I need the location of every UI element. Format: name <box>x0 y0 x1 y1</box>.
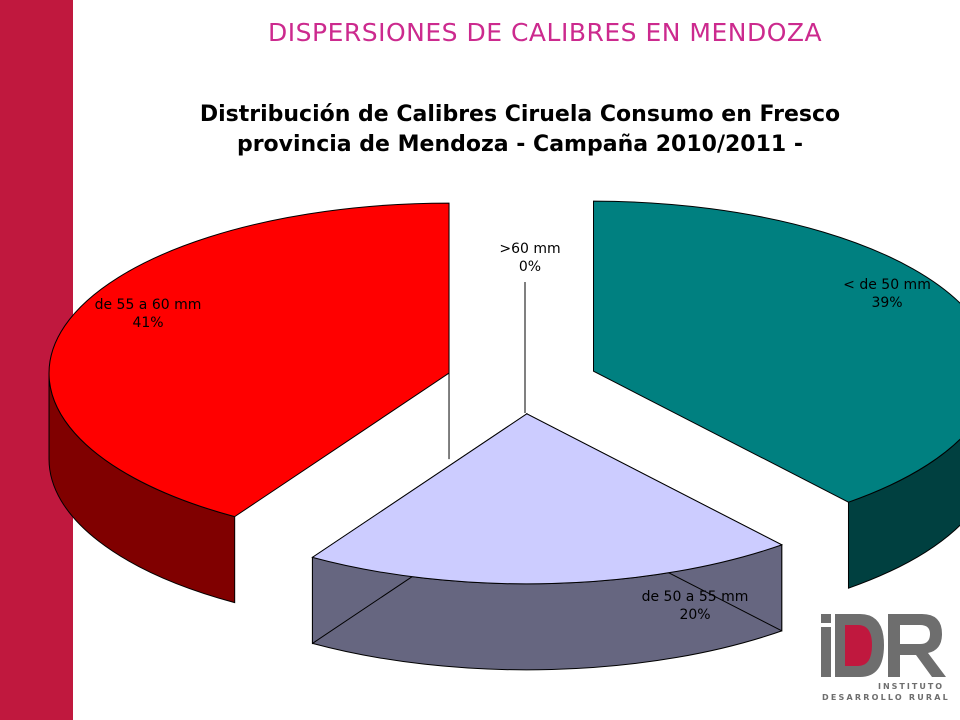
slice-top-lt50 <box>593 200 960 503</box>
slice-top-55-60 <box>48 202 450 518</box>
slice-side-lt50 <box>847 438 960 589</box>
chart-title-line-1: Distribución de Calibres Ciruela Consumo… <box>199 102 841 127</box>
slice-top-50-55 <box>311 413 784 585</box>
chart-title-line-2: provincia de Mendoza - Campaña 2010/2011… <box>236 132 804 157</box>
slice-label-55-60: de 55 a 60 mm 41% <box>73 296 223 332</box>
logo-text-desarrollo-rural: DESARROLLO RURAL <box>822 693 950 702</box>
slice-label-lt50-value: 39% <box>871 295 903 311</box>
slice-label-50-55-name: de 50 a 55 mm <box>641 589 749 605</box>
idr-logo-mark <box>821 614 946 677</box>
idr-logo: INSTITUTO DESARROLLO RURAL <box>818 612 950 708</box>
slice-label-gt60-name: >60 mm <box>499 241 561 257</box>
slice-label-lt50: < de 50 mm 39% <box>832 276 942 312</box>
slice-label-50-55: de 50 a 55 mm 20% <box>625 588 765 624</box>
slice-label-50-55-value: 20% <box>679 607 711 623</box>
slide-title: DISPERSIONES DE CALIBRES EN MENDOZA <box>268 18 823 47</box>
slice-label-55-60-name: de 55 a 60 mm <box>94 297 202 313</box>
slice-label-lt50-name: < de 50 mm <box>843 277 931 293</box>
slice-label-55-60-value: 41% <box>132 315 164 331</box>
slice-label-gt60: >60 mm 0% <box>480 240 580 276</box>
slice-label-gt60-value: 0% <box>518 259 542 275</box>
chart-title: Distribución de Calibres Ciruela Consumo… <box>150 100 890 160</box>
logo-text-instituto: INSTITUTO <box>878 682 945 691</box>
